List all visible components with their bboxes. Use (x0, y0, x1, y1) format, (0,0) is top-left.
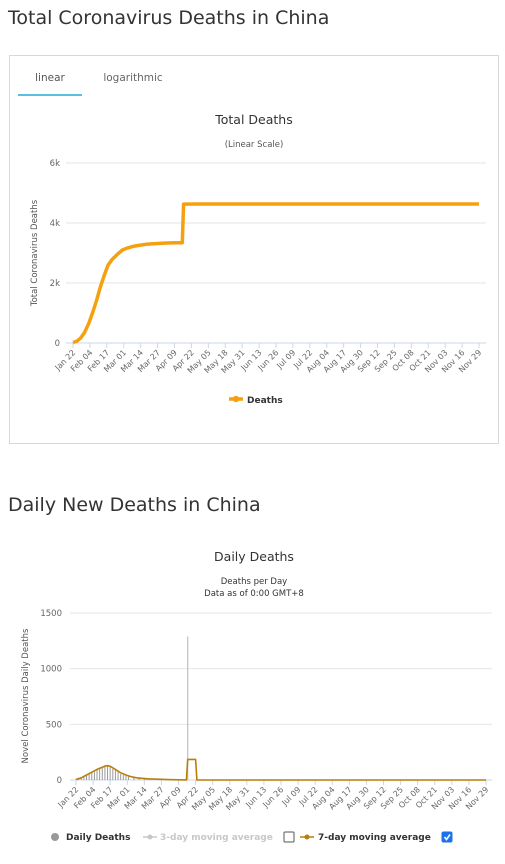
legend-daily-deaths-marker (51, 833, 59, 841)
legend-7day-label: 7-day moving average (318, 833, 431, 843)
chart-title: Total Deaths (214, 112, 292, 127)
legend-3day-marker (147, 834, 153, 840)
legend-7day-marker (304, 834, 310, 840)
checkmark-icon (443, 834, 451, 841)
total-deaths-panel: linear logarithmic Total Deaths (Linear S… (9, 55, 499, 444)
chart-subtitle: (Linear Scale) (225, 140, 284, 150)
chart-subtitle-date: Data as of 0:00 GMT+8 (204, 589, 304, 599)
total-deaths-section-title: Total Coronavirus Deaths in China (8, 7, 330, 29)
legend-7day-checkbox[interactable] (441, 831, 453, 843)
legend-3day-checkbox[interactable] (283, 831, 295, 843)
y-tick-label: 0 (57, 776, 62, 786)
y-tick-label: 500 (46, 720, 62, 730)
y-tick-label: 2k (50, 279, 60, 289)
daily-deaths-chart: Daily Deaths Deaths per Day Data as of 0:0… (21, 549, 492, 843)
total-deaths-chart: Total Deaths (Linear Scale) 0 2k 4k 6k Total C… (30, 112, 486, 406)
y-tick-label: 0 (55, 339, 60, 349)
y-axis-label: Novel Coronavirus Daily Deaths (21, 628, 31, 763)
legend-deaths-marker (232, 395, 240, 403)
y-tick-label: 4k (50, 219, 60, 229)
x-tick-label: Jul 09 (280, 785, 303, 808)
y-tick-label: 1500 (40, 609, 62, 619)
tab-linear[interactable]: linear (18, 66, 82, 96)
y-axis-label: Total Coronavirus Deaths (30, 199, 40, 307)
y-tick-label: 6k (50, 159, 60, 169)
legend-3day-label: 3-day moving average (160, 833, 273, 843)
daily-deaths-section-title: Daily New Deaths in China (8, 494, 261, 516)
legend-daily-deaths-label: Daily Deaths (66, 833, 130, 843)
seven-day-average-line (75, 758, 486, 781)
chart-subtitle: Deaths per Day (221, 577, 287, 587)
y-tick-label: 1000 (40, 665, 62, 675)
x-tick-label: Jul 09 (274, 348, 297, 371)
chart-title: Daily Deaths (214, 549, 294, 564)
legend-deaths-label: Deaths (247, 396, 283, 406)
tab-logarithmic[interactable]: logarithmic (103, 72, 163, 84)
deaths-series-line (72, 202, 479, 345)
